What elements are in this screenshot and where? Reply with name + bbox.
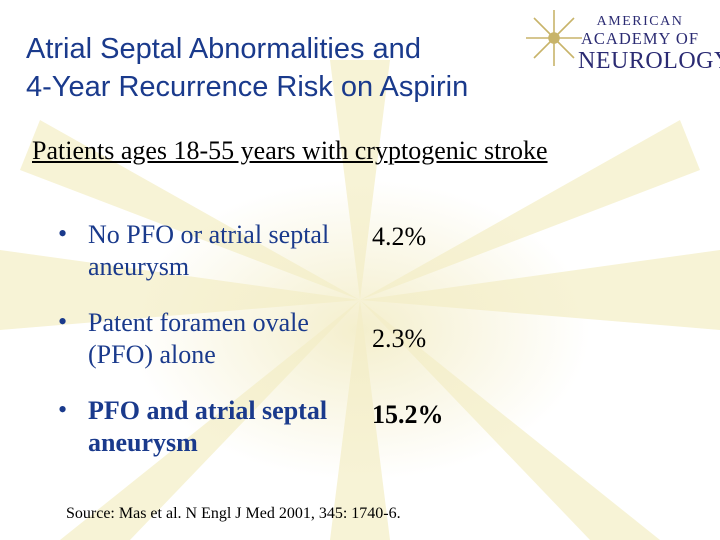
bullet-label: PFO and atrial septal aneurysm	[88, 396, 328, 457]
bullet-label: Patent foramen ovale (PFO) alone	[88, 308, 309, 369]
bullet-value: 4.2%	[372, 222, 427, 251]
bullet-symbol: •	[58, 395, 68, 424]
bullet-value: 15.2%	[372, 400, 444, 429]
aan-logo-text: AMERICAN ACADEMY OF NEUROLOGY	[578, 14, 720, 74]
bullet-symbol: •	[58, 219, 68, 248]
bullet-list: • No PFO or atrial septal aneurysm 4.2% …	[58, 219, 618, 483]
bullet-symbol: •	[58, 307, 68, 336]
slide-title-line-1: Atrial Septal Abnormalities and	[26, 33, 421, 65]
logo-line-1: AMERICAN	[596, 14, 684, 29]
bullet-item: • No PFO or atrial septal aneurysm 4.2%	[58, 219, 618, 307]
bullet-value: 2.3%	[372, 324, 427, 353]
logo-line-2: ACADEMY OF	[580, 29, 700, 48]
bullet-label: No PFO or atrial septal aneurysm	[88, 220, 330, 281]
slide-title-line-2: 4-Year Recurrence Risk on Aspirin	[26, 71, 469, 103]
logo-line-3: NEUROLOGY	[578, 48, 720, 74]
source-citation: Source: Mas et al. N Engl J Med 2001, 34…	[66, 505, 401, 522]
bullet-item: • PFO and atrial septal aneurysm 15.2%	[58, 395, 618, 483]
slide-title: Atrial Septal Abnormalities and 4-Year R…	[26, 30, 468, 106]
bullet-item: • Patent foramen ovale (PFO) alone 2.3%	[58, 307, 618, 395]
aan-logo-star-icon	[526, 10, 582, 66]
slide-subtitle: Patients ages 18-55 years with cryptogen…	[32, 136, 548, 165]
